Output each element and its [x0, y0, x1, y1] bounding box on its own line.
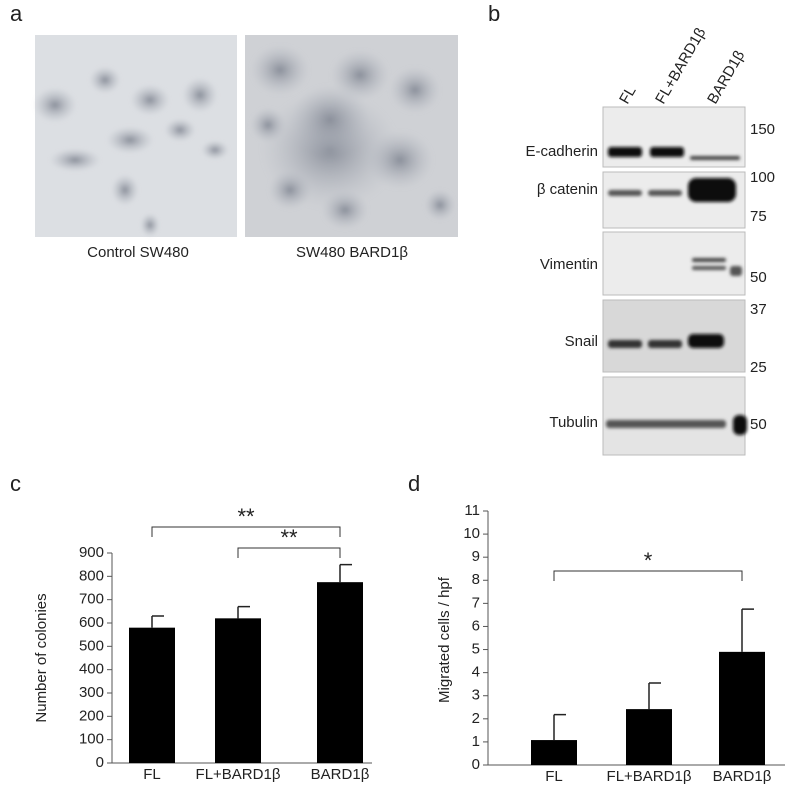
- significance-bracket: [151, 526, 341, 537]
- error-bar: [648, 682, 661, 710]
- y-tick-label: 0: [472, 756, 480, 773]
- y-tick-label: 400: [79, 661, 104, 678]
- y-tick-label: 300: [79, 684, 104, 701]
- micrograph-caption: Control SW480: [87, 244, 189, 261]
- bar: [531, 740, 577, 765]
- y-tick-label: 4: [472, 664, 480, 681]
- significance-bracket: [237, 547, 341, 558]
- error-bar: [237, 605, 250, 619]
- y-tick-label: 1: [472, 733, 480, 750]
- marker-label: 75: [750, 208, 767, 225]
- bar: [215, 618, 261, 763]
- y-axis-title: Number of colonies: [33, 593, 50, 722]
- blot-row-label: Tubulin: [549, 414, 598, 431]
- y-tick-label: 500: [79, 637, 104, 654]
- y-tick-label: 10: [463, 525, 480, 542]
- blot-row-label: Vimentin: [540, 256, 598, 273]
- y-axis-title: Migrated cells / hpf: [436, 576, 453, 703]
- x-tick-label: FL: [143, 766, 161, 783]
- marker-label: 50: [750, 269, 767, 286]
- panel-label: c: [10, 471, 21, 496]
- significance-label: **: [280, 525, 298, 550]
- blot-row-label: Snail: [565, 333, 598, 350]
- x-tick-label: BARD1β: [311, 766, 370, 783]
- y-tick-label: 600: [79, 614, 104, 631]
- bar: [719, 651, 765, 765]
- significance-label: *: [644, 548, 653, 573]
- error-bar: [339, 563, 352, 583]
- lane-label: FL+BARD1β: [652, 25, 709, 107]
- y-tick-label: 700: [79, 591, 104, 608]
- micrograph-caption: SW480 BARD1β: [296, 244, 408, 261]
- marker-label: 50: [750, 416, 767, 433]
- y-tick-label: 8: [472, 571, 480, 588]
- error-bar: [741, 608, 754, 652]
- lane-label: FL: [616, 83, 639, 107]
- panel-label: a: [10, 1, 23, 26]
- y-tick-label: 200: [79, 707, 104, 724]
- x-tick-label: FL: [545, 768, 563, 785]
- x-tick-label: FL+BARD1β: [196, 766, 281, 783]
- blot-row-label: β catenin: [537, 181, 598, 198]
- blot-bands: [606, 147, 747, 435]
- marker-label: 100: [750, 169, 775, 186]
- panel-label: b: [488, 1, 500, 26]
- y-tick-label: 0: [96, 754, 104, 771]
- y-tick-label: 900: [79, 544, 104, 561]
- blot-row-label: E-cadherin: [525, 143, 598, 160]
- y-tick-label: 3: [472, 687, 480, 704]
- error-bar: [151, 615, 164, 628]
- significance-bracket: [553, 570, 743, 581]
- y-tick-label: 11: [464, 502, 480, 519]
- marker-label: 150: [750, 121, 775, 138]
- x-tick-label: BARD1β: [713, 768, 772, 785]
- y-tick-label: 7: [472, 594, 480, 611]
- x-tick-label: FL+BARD1β: [607, 768, 692, 785]
- bar: [129, 627, 175, 763]
- lane-label: BARD1β: [704, 47, 748, 107]
- y-tick-label: 800: [79, 567, 104, 584]
- micrograph-right: [245, 35, 458, 237]
- bar: [317, 582, 363, 763]
- marker-label: 25: [750, 359, 767, 376]
- y-tick-label: 2: [472, 710, 480, 727]
- marker-label: 37: [750, 301, 767, 318]
- y-tick-label: 6: [472, 617, 480, 634]
- y-tick-label: 9: [472, 548, 480, 565]
- panel-label: d: [408, 471, 420, 496]
- significance-label: **: [237, 504, 255, 529]
- bar: [626, 709, 672, 765]
- error-bar: [553, 713, 566, 741]
- micrograph-left: [33, 35, 237, 237]
- y-tick-label: 5: [472, 641, 480, 658]
- y-tick-label: 100: [79, 731, 104, 748]
